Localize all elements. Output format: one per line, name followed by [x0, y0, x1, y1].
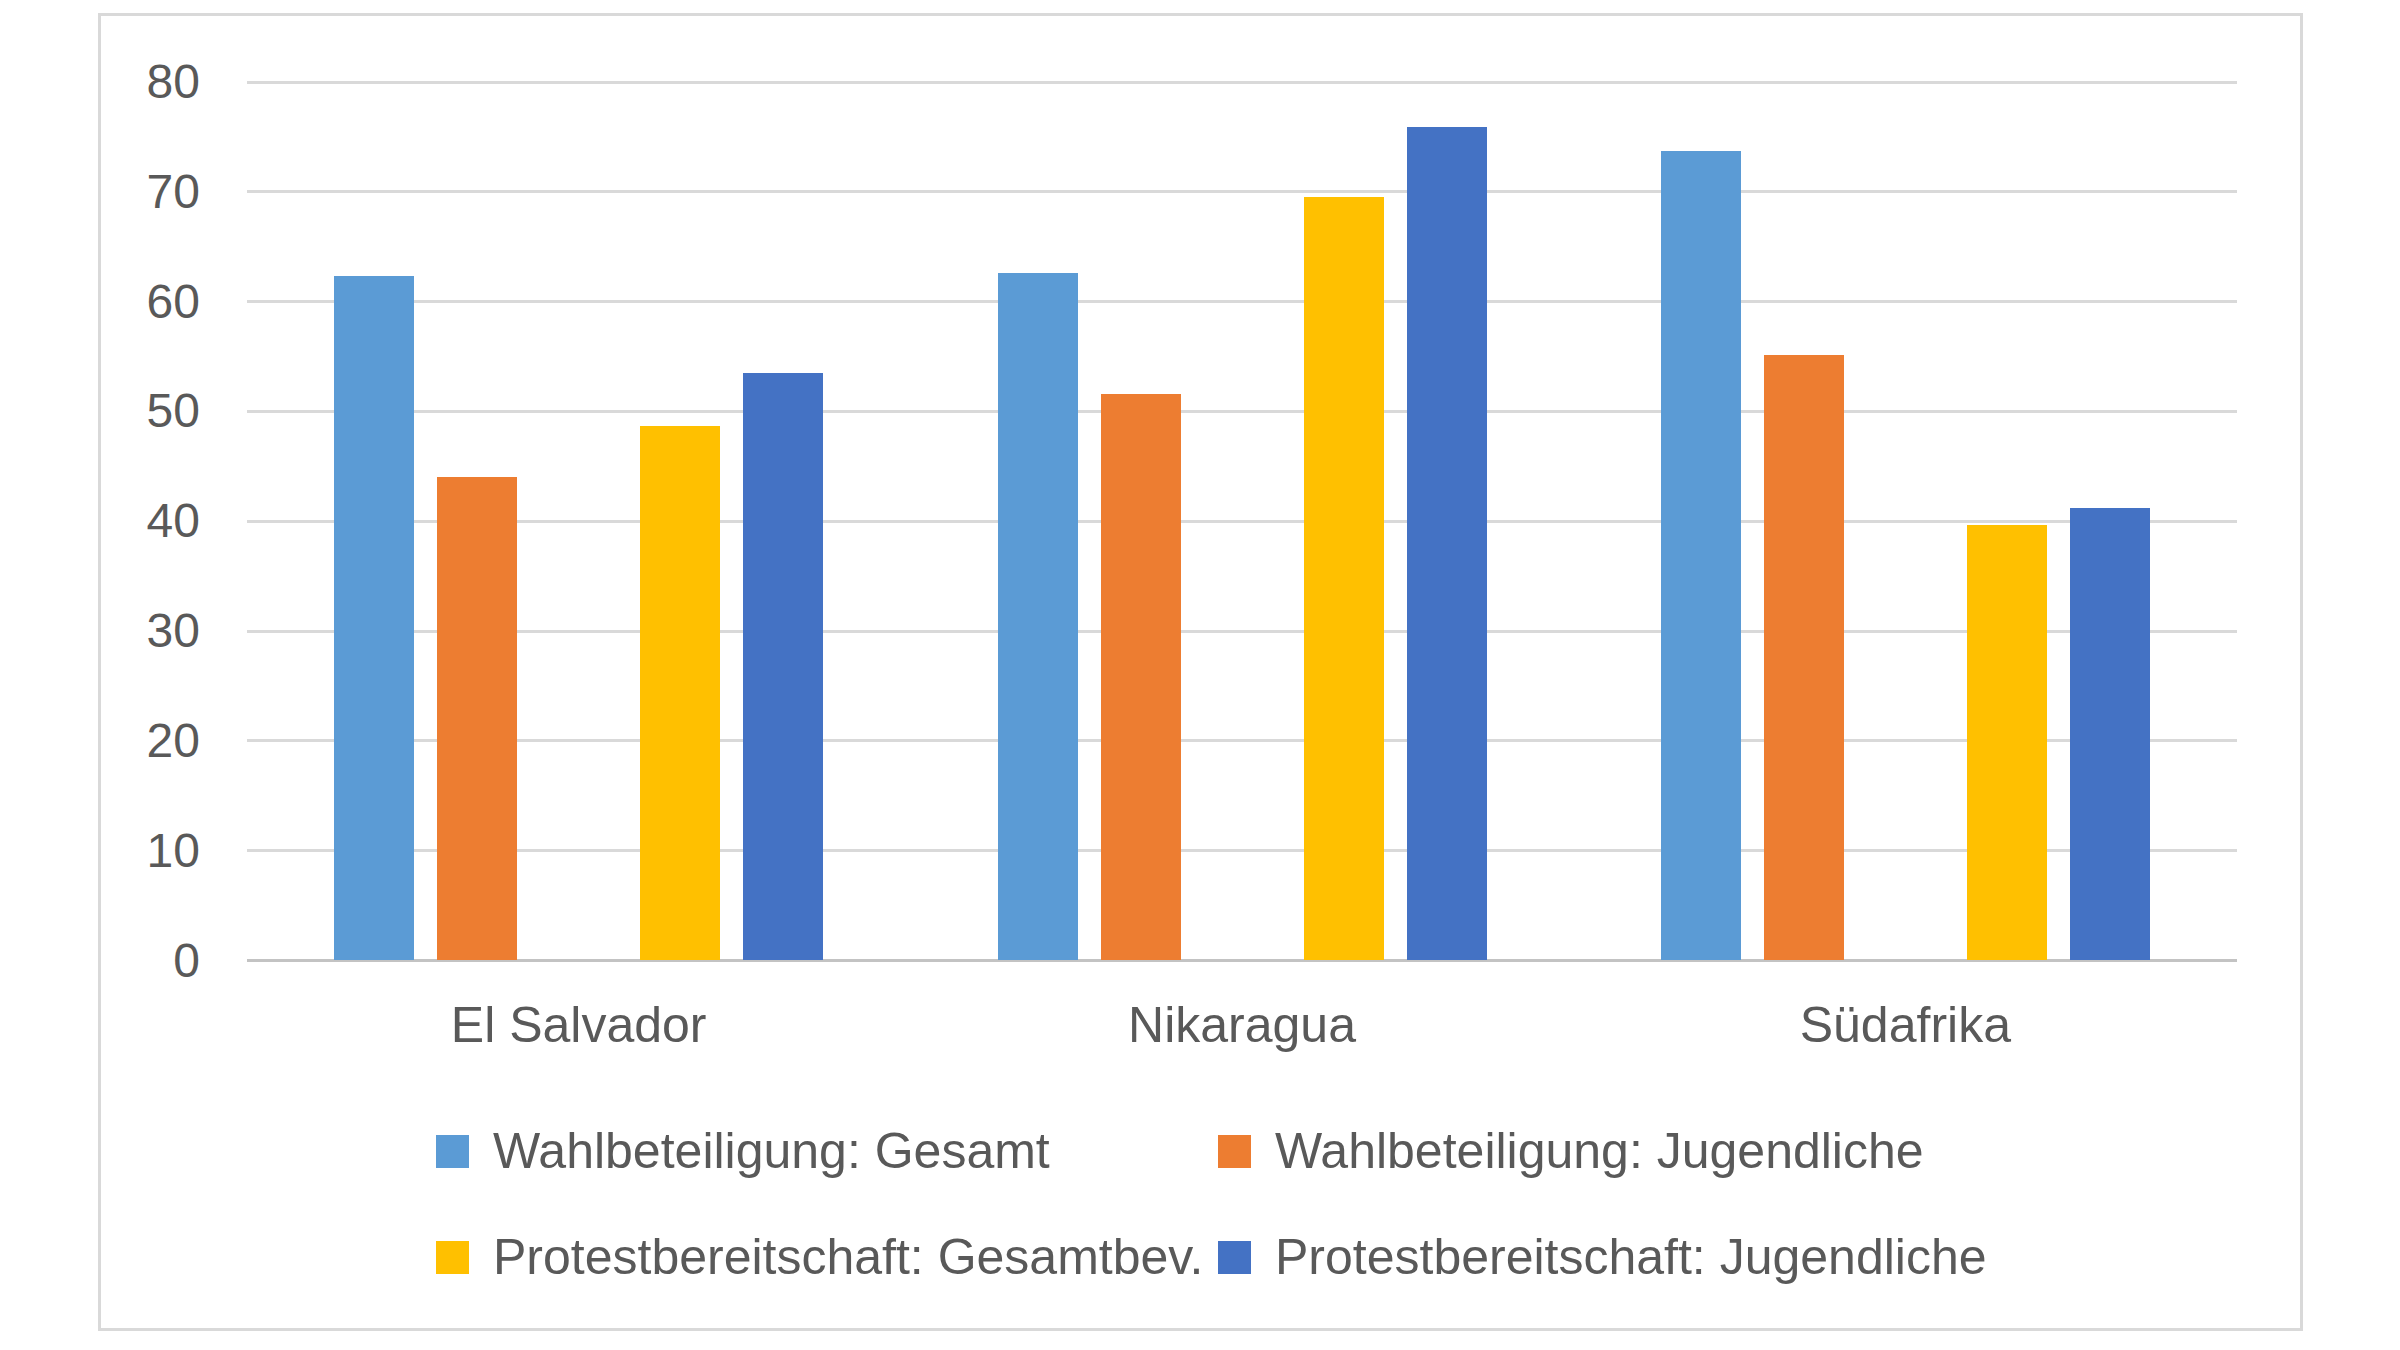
legend-item-4[interactable]: Protestbereitschaft: Jugendliche — [1218, 1228, 1987, 1286]
legend-item-2[interactable]: Wahlbeteiligung: Jugendliche — [1218, 1122, 1924, 1180]
legend-swatch-icon — [436, 1241, 469, 1274]
legend-swatch-icon — [1218, 1241, 1251, 1274]
legend-item-1[interactable]: Wahlbeteiligung: Gesamt — [436, 1122, 1050, 1180]
legend-label: Wahlbeteiligung: Jugendliche — [1275, 1122, 1924, 1180]
legend-item-3[interactable]: Protestbereitschaft: Gesamtbev. — [436, 1228, 1204, 1286]
legend-label: Wahlbeteiligung: Gesamt — [493, 1122, 1050, 1180]
legend-swatch-icon — [436, 1135, 469, 1168]
chart-legend-layer: Wahlbeteiligung: Gesamt Wahlbeteiligung: … — [0, 0, 2400, 1350]
legend-label: Protestbereitschaft: Jugendliche — [1275, 1228, 1987, 1286]
legend-label: Protestbereitschaft: Gesamtbev. — [493, 1228, 1204, 1286]
legend-swatch-icon — [1218, 1135, 1251, 1168]
